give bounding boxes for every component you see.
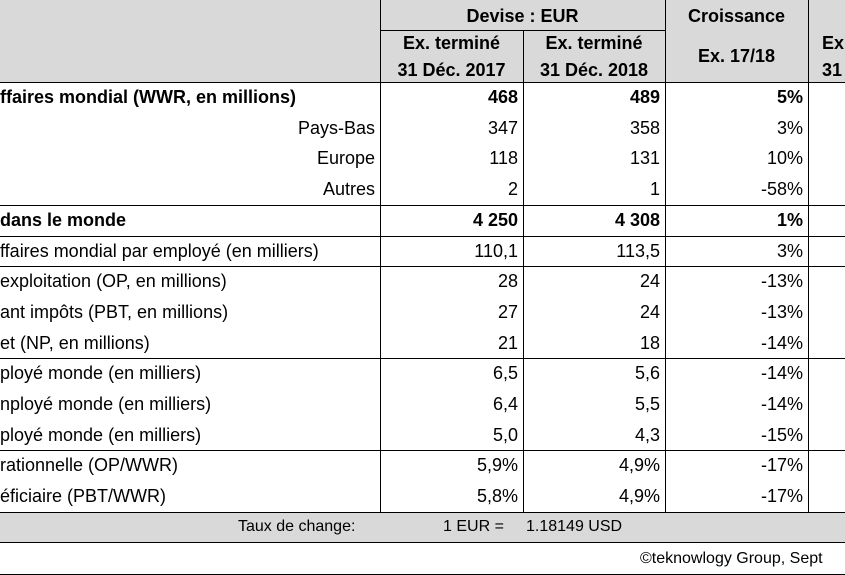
cell: 27: [497, 301, 518, 322]
row-label: ployé monde (en milliers): [0, 424, 202, 445]
cell: 6,4: [492, 394, 518, 414]
column-header: Ex: [822, 33, 845, 53]
row-label: ffaires mondial par employé (en milliers…: [0, 240, 319, 261]
cell: 21: [497, 332, 518, 353]
row-border: [0, 358, 845, 360]
column-border: [380, 0, 381, 512]
cell: 4,9%: [618, 455, 660, 476]
row-label: nployé monde (en milliers): [0, 394, 212, 414]
column-header: 31 Déc. 2018: [539, 60, 649, 80]
row-label: Pays-Bas: [297, 117, 375, 138]
cell: 5,8%: [476, 486, 518, 507]
cell: -14%: [760, 394, 803, 414]
cell: 489: [629, 87, 660, 107]
column-header: Ex. terminé: [545, 33, 643, 53]
cell: 3%: [776, 240, 803, 261]
cell: 4,9%: [618, 486, 660, 507]
cell: 113,5: [616, 240, 660, 261]
row-label: ffaires mondial (WWR, en millions): [0, 87, 297, 107]
rate-to: 1.18149 USD: [526, 518, 623, 535]
cell: -13%: [760, 271, 803, 292]
cell: 6,5: [492, 363, 518, 384]
row-label: ant impôts (PBT, en millions): [0, 301, 229, 322]
header-group: Devise : EUR: [466, 6, 579, 26]
row-label: dans le monde: [0, 209, 127, 230]
cell: 5,0: [492, 424, 518, 445]
cell: 18: [639, 332, 660, 353]
cell: 1%: [776, 209, 803, 230]
column-border: [665, 0, 666, 512]
cell: 4,3: [634, 424, 660, 445]
row-label: ployé monde (en milliers): [0, 363, 202, 384]
footer-background: [0, 512, 845, 542]
cell: 28: [497, 271, 518, 292]
cell: 10%: [766, 148, 803, 169]
cell: 4 250: [472, 209, 518, 230]
header-group: Croissance: [687, 6, 786, 26]
cell: 110,1: [474, 240, 518, 261]
cell: 131: [629, 148, 660, 169]
column-border: [808, 0, 809, 512]
cell: 5,9%: [476, 455, 518, 476]
row-border: [0, 511, 845, 513]
cell: 24: [639, 271, 660, 292]
row-border: [0, 266, 845, 268]
cell: 4 308: [614, 209, 660, 230]
cell: 118: [489, 148, 518, 169]
header-border: [380, 30, 665, 31]
row-label: exploitation (OP, en millions): [0, 271, 227, 292]
cell: -58%: [760, 179, 803, 200]
cell: -15%: [760, 424, 803, 445]
column-header: 31 Déc. 2017: [397, 60, 506, 80]
cell: 347: [487, 117, 518, 138]
cell: -14%: [760, 363, 803, 384]
cell: 5,5: [634, 394, 660, 414]
cell: 2: [507, 179, 518, 200]
row-label: rationnelle (OP/WWR): [0, 455, 179, 476]
row-label: Europe: [316, 148, 375, 169]
column-border: [523, 30, 524, 512]
cell: -17%: [760, 486, 803, 507]
row-border: [0, 235, 845, 237]
cell: 1: [649, 179, 660, 200]
cell: 24: [639, 301, 660, 322]
row-border: [0, 450, 845, 452]
row-label: et (NP, en millions): [0, 332, 150, 353]
footer-border: [0, 542, 845, 543]
cell: -14%: [760, 332, 803, 353]
column-header: Ex. 17/18: [697, 46, 776, 66]
copyright: ©teknowlogy Group, Sept: [640, 550, 823, 567]
header-background: [0, 0, 845, 82]
row-border: [0, 204, 845, 206]
header-border: [0, 82, 845, 83]
cell: 358: [629, 117, 660, 138]
row-label: éficiaire (PBT/WWR): [0, 486, 166, 507]
cell: -17%: [760, 455, 803, 476]
cell: 5,6: [634, 363, 660, 384]
column-header: Ex. terminé: [402, 33, 501, 53]
cell: -13%: [760, 301, 803, 322]
rate-from: 1 EUR =: [443, 518, 504, 535]
cell: 468: [487, 87, 518, 107]
column-header: 31: [822, 60, 843, 80]
cell: 5%: [776, 87, 803, 107]
row-label: Autres: [322, 179, 375, 200]
rate-label: Taux de change:: [238, 518, 356, 535]
cell: 3%: [776, 117, 803, 138]
